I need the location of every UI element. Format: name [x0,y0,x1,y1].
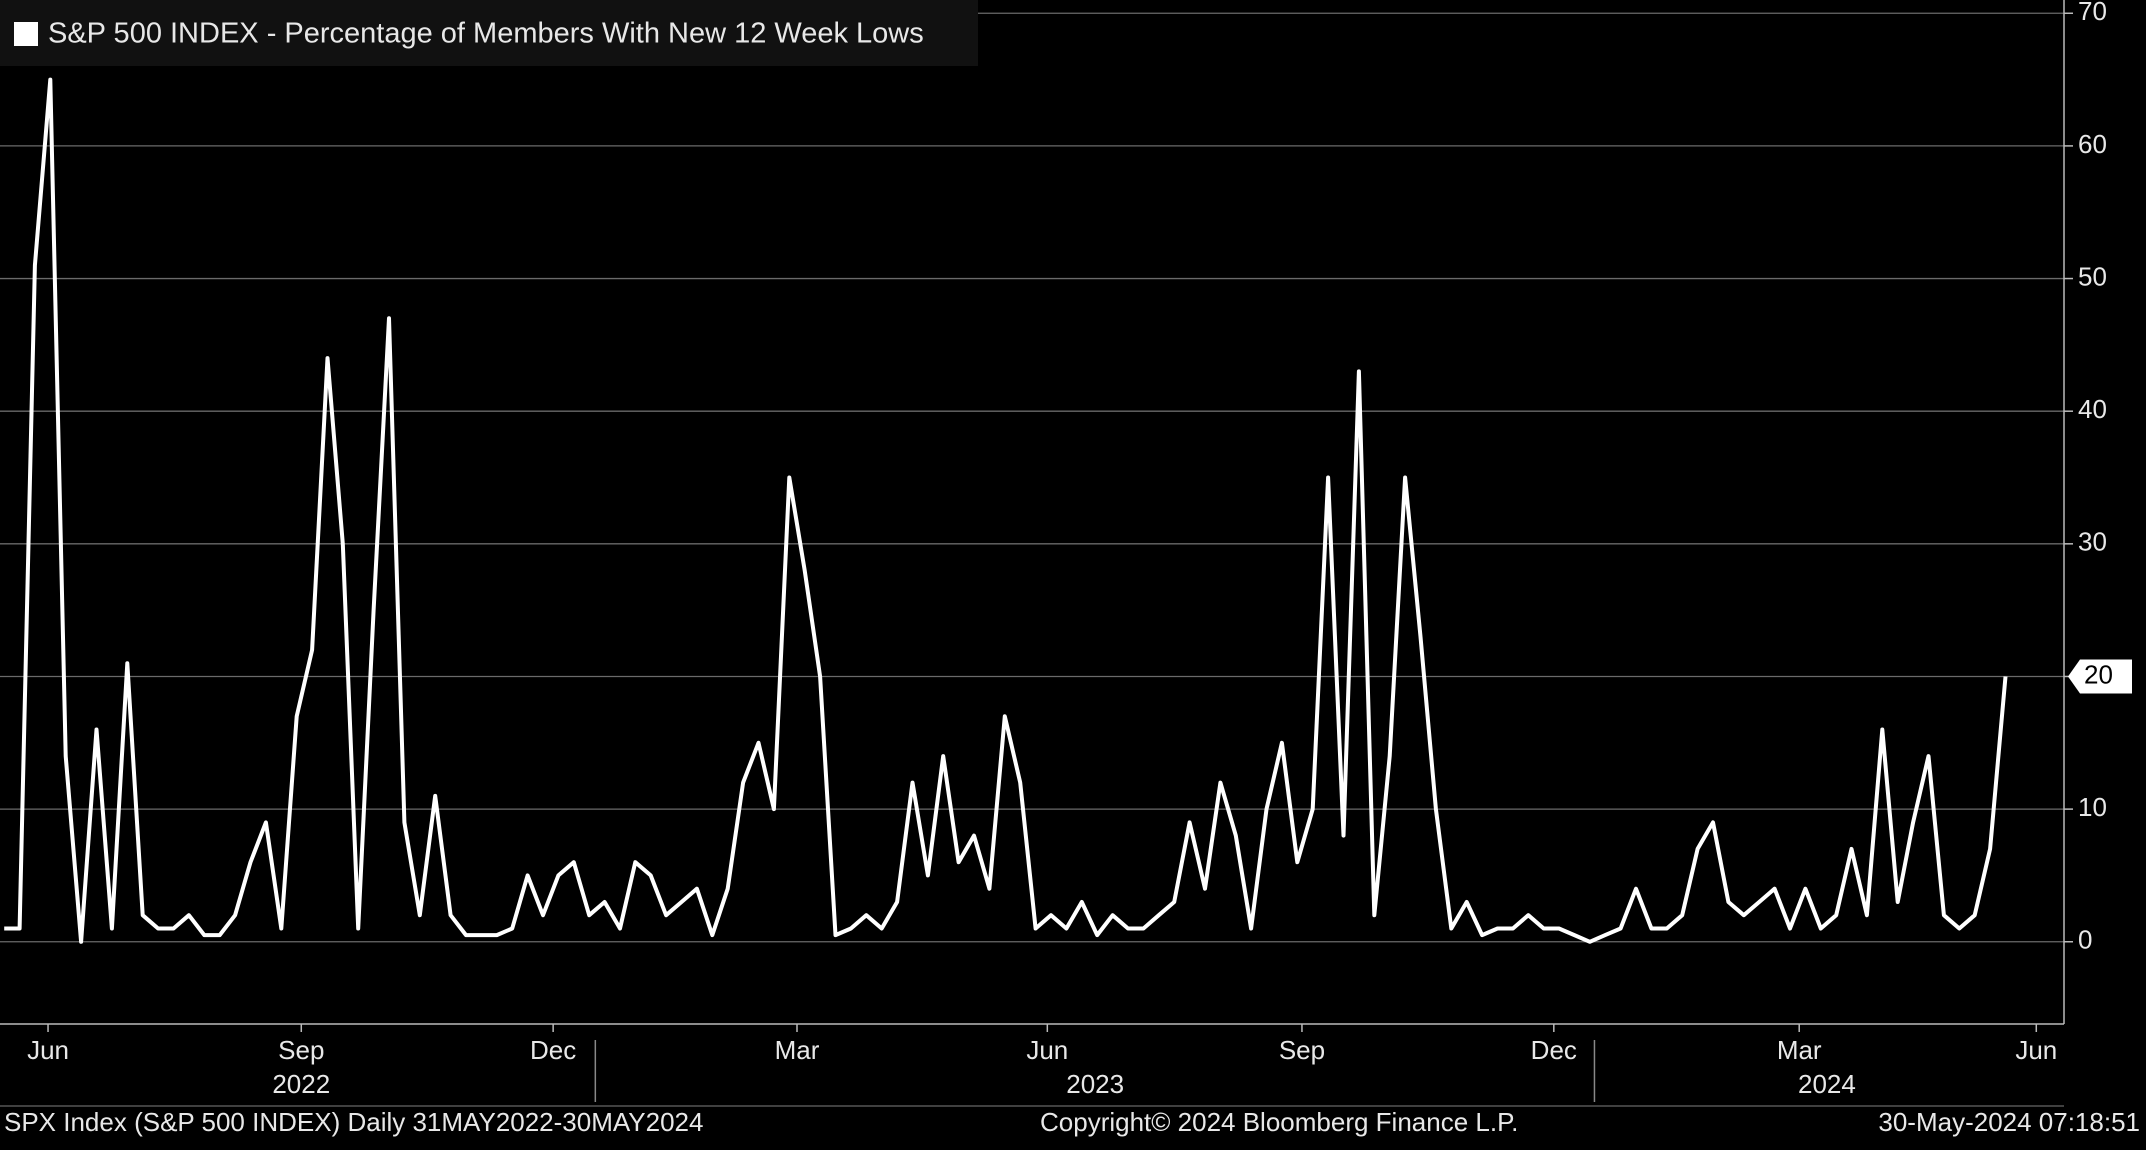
x-tick-label: Jun [2015,1035,2057,1065]
y-tick-label: 30 [2078,527,2107,557]
last-value-callout [2068,659,2132,694]
legend-box [0,0,978,66]
x-tick-label: Sep [278,1035,324,1065]
footer-right: 30-May-2024 07:18:51 [1878,1107,2140,1137]
x-tick-label: Mar [775,1035,820,1065]
y-tick-label: 40 [2078,394,2107,424]
y-tick-label: 70 [2078,0,2107,26]
legend-label: S&P 500 INDEX - Percentage of Members Wi… [48,18,924,50]
x-tick-label: Sep [1279,1035,1325,1065]
x-tick-label: Jun [27,1035,69,1065]
y-tick-label: 60 [2078,129,2107,159]
x-group-label: 2022 [272,1069,330,1099]
x-tick-label: Dec [1531,1035,1577,1065]
x-group-label: 2023 [1066,1069,1124,1099]
y-tick-label: 50 [2078,261,2107,291]
series-line [4,77,2008,944]
x-group-label: 2024 [1798,1069,1856,1099]
footer-left: SPX Index (S&P 500 INDEX) Daily 31MAY202… [4,1107,703,1137]
x-tick-label: Dec [530,1035,576,1065]
y-tick-label: 0 [2078,925,2092,955]
footer-center: Copyright© 2024 Bloomberg Finance L.P. [1040,1107,1518,1137]
legend-swatch [14,22,38,46]
x-tick-label: Mar [1777,1035,1822,1065]
y-tick-label: 10 [2078,792,2107,822]
x-tick-label: Jun [1026,1035,1068,1065]
last-value-label: 20 [2084,659,2113,689]
